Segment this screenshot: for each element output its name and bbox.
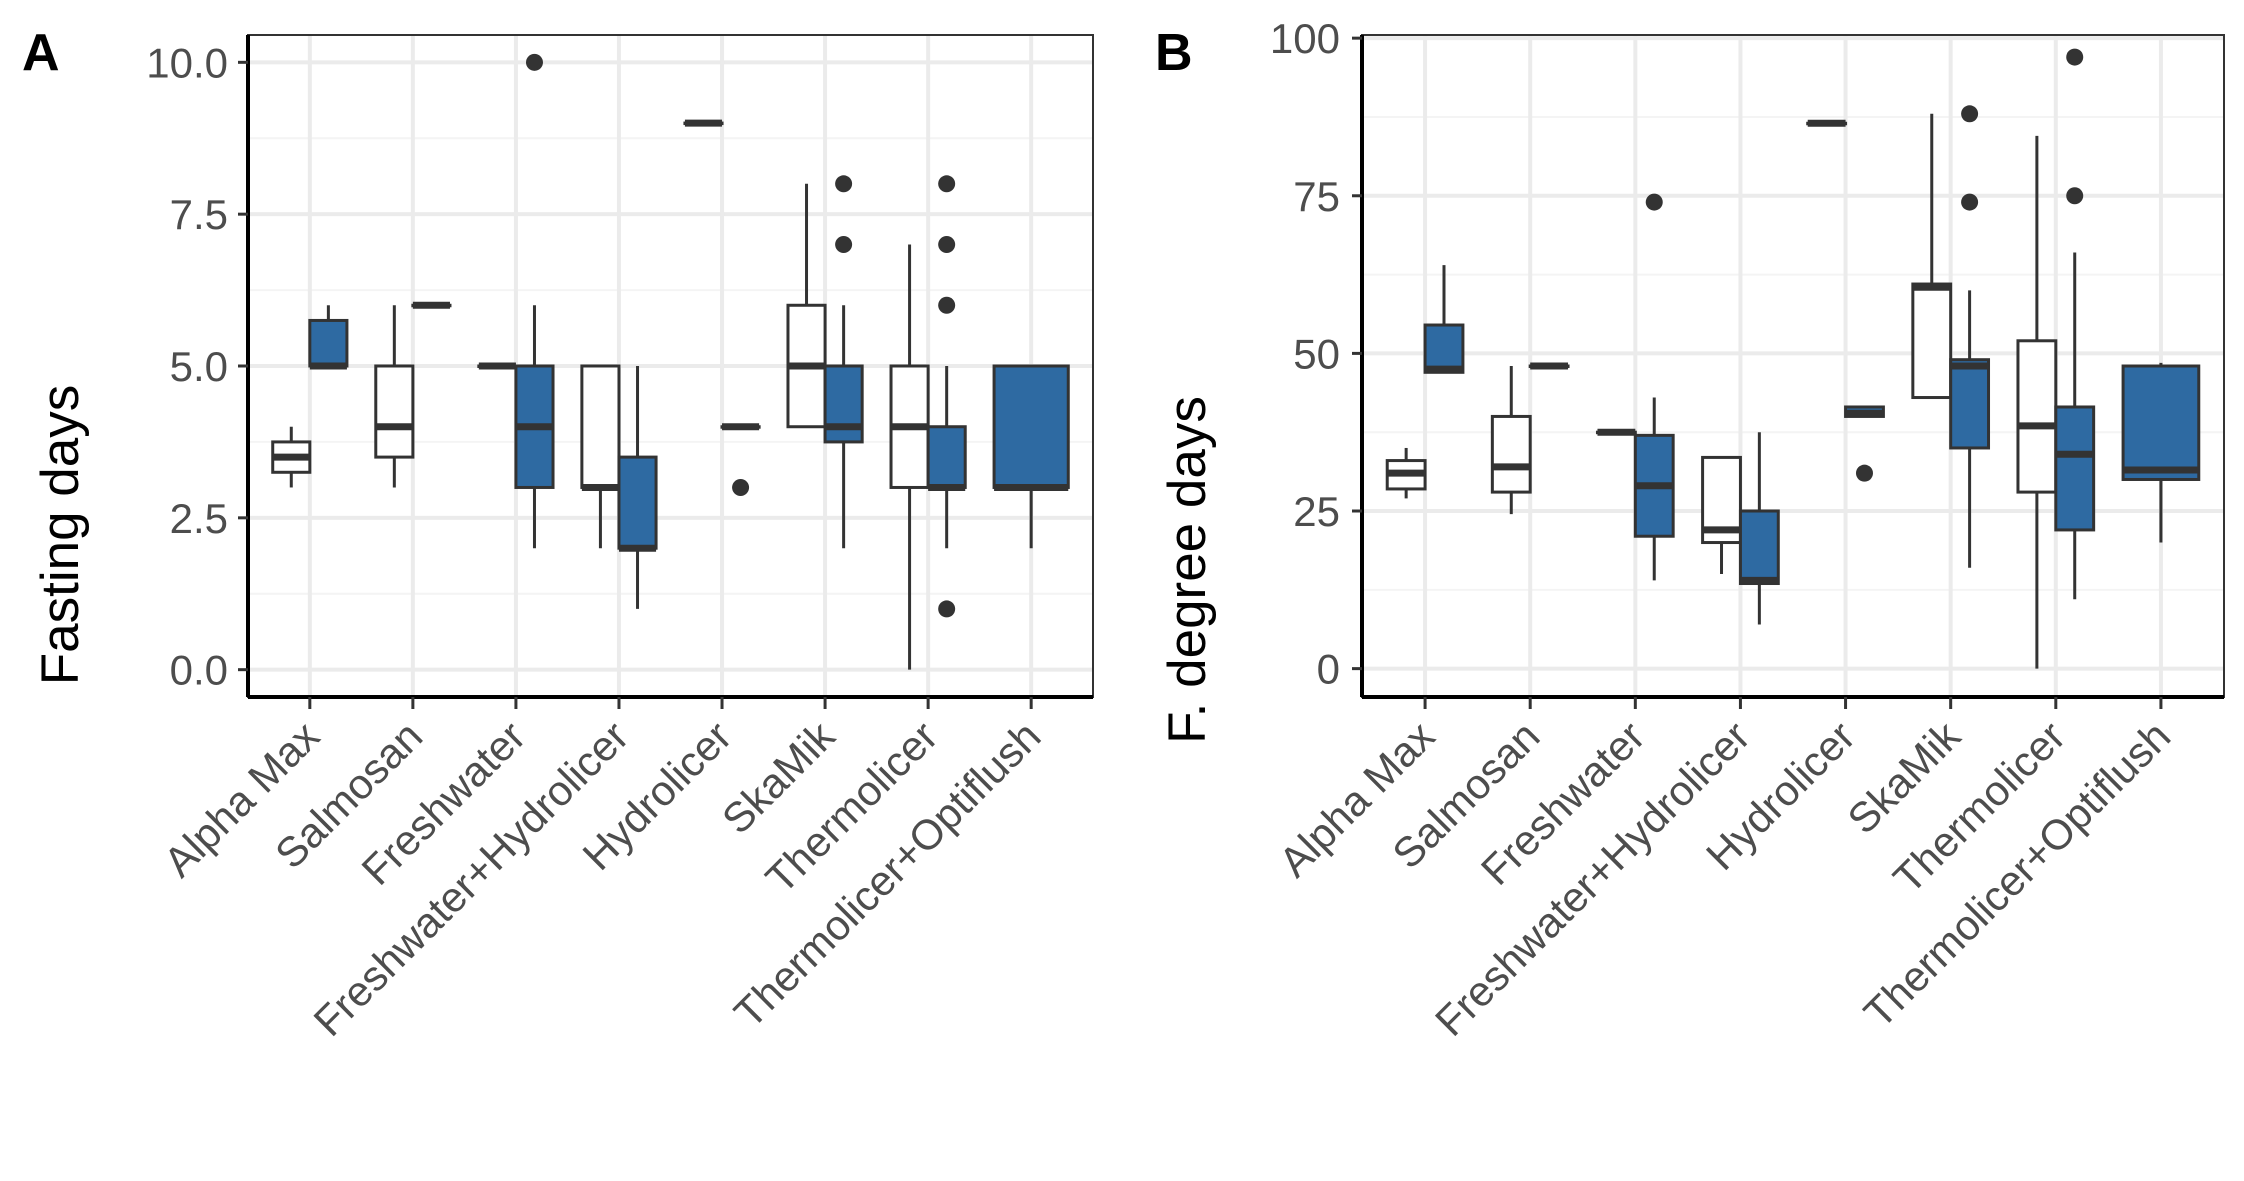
panel-b-box-salmosan-white (1490, 366, 1532, 515)
panel-a-box-freshwater-hydrolicer-white (580, 364, 621, 549)
panel-b: B F. degree days 0 25 50 75 100 Alpha MaxSal… (1155, 15, 2225, 1045)
box-body (580, 364, 621, 489)
panel-a-letter: A (22, 24, 60, 82)
outlier-point (938, 600, 956, 618)
outlier-point (1961, 105, 1979, 123)
panel-b-gridlines (1362, 35, 2224, 697)
panel-a-box-skamik-blue (823, 175, 864, 549)
panel-a-box-freshwater-hydrolicer-blue (617, 366, 658, 609)
box-body (1911, 282, 1953, 400)
box-body (308, 318, 349, 368)
panel-b-y-ticks: 0 25 50 75 100 (1270, 15, 1362, 693)
box-body (2121, 364, 2201, 481)
panel-b-box-freshwater-blue (1633, 193, 1675, 581)
panel-a-box-thermolicer-optiflush-blue (992, 364, 1070, 549)
outlier-point (732, 478, 750, 496)
panel-a-box-skamik-white (786, 183, 827, 429)
panel-b-box-freshwater-hydrolicer-blue (1738, 432, 1780, 625)
panel-a-box-salmosan-blue (411, 301, 452, 309)
panel-b-box-skamik-blue (1949, 105, 1991, 568)
box-body (374, 364, 415, 459)
panel-a-y-tick-label: 2.5 (170, 495, 228, 542)
box-body (1738, 509, 1780, 586)
panel-a-boxes (271, 53, 1070, 670)
panel-b-box-hydrolicer-blue (1844, 405, 1885, 482)
panel-a: A Fasting days 0.0 2.5 5.0 7.5 10.0 Alpha Ma… (22, 24, 1094, 1045)
outlier-point (1645, 193, 1663, 211)
outlier-point (1855, 464, 1873, 482)
panel-a-y-tick-label: 0.0 (170, 647, 228, 694)
box-body (926, 425, 967, 489)
outlier-point (2066, 187, 2084, 205)
panel-b-frame (1360, 34, 2225, 699)
box-body (1423, 323, 1465, 374)
panel-a-box-alpha-max-blue (308, 305, 349, 370)
panel-b-letter: B (1155, 24, 1193, 82)
panel-b-box-freshwater-hydrolicer-white (1701, 455, 1742, 575)
panel-a-box-hydrolicer-blue (720, 423, 761, 496)
panel-a-y-axis-title: Fasting days (31, 385, 90, 685)
box-body (823, 364, 864, 444)
box-body (992, 364, 1070, 489)
panel-b-y-tick-label: 0 (1317, 646, 1340, 693)
outlier-point (938, 296, 956, 314)
outlier-point (835, 236, 853, 254)
panel-a-y-tick-label: 7.5 (170, 191, 228, 238)
box-body (2054, 405, 2096, 532)
panel-a-y-tick-label: 10.0 (146, 39, 228, 86)
panel-b-box-alpha-max-blue (1423, 265, 1465, 374)
panel-a-box-freshwater-blue (514, 53, 555, 549)
outlier-point (525, 53, 543, 71)
panel-b-box-hydrolicer-white (1806, 119, 1848, 127)
panel-a-box-freshwater-white (477, 362, 518, 370)
panel-b-y-tick-label: 25 (1293, 488, 1340, 535)
panel-a-box-hydrolicer-white (683, 119, 724, 127)
panel-b-plot-background (1362, 35, 2224, 697)
panel-b-y-tick-label: 100 (1270, 15, 1340, 62)
panel-b-box-thermolicer-blue (2054, 48, 2096, 600)
panel-a-box-thermolicer-blue (926, 175, 967, 618)
panel-a-y-tick-label: 5.0 (170, 343, 228, 390)
outlier-point (938, 175, 956, 193)
panel-b-y-axis-title: F. degree days (1158, 396, 1217, 744)
panel-b-box-skamik-white (1911, 113, 1953, 400)
panel-a-box-alpha-max-white (271, 426, 312, 488)
outlier-point (938, 236, 956, 254)
outlier-point (2066, 48, 2084, 66)
panel-b-box-thermolicer-white (2016, 135, 2058, 669)
panel-b-box-freshwater-white (1595, 428, 1637, 436)
panel-b-x-ticks: Alpha MaxSalmosanFreshwaterFreshwater+Hy… (1270, 697, 2179, 1045)
outlier-point (1961, 193, 1979, 211)
panel-b-box-salmosan-blue (1528, 362, 1570, 370)
panel-b-y-tick-label: 50 (1293, 330, 1340, 377)
panel-a-y-ticks: 0.0 2.5 5.0 7.5 10.0 (146, 39, 248, 694)
box-body (1490, 414, 1532, 494)
panel-b-boxes (1385, 48, 2201, 669)
panel-a-box-thermolicer-white (889, 244, 930, 670)
outlier-point (835, 175, 853, 193)
panel-a-box-salmosan-white (374, 305, 415, 488)
panel-b-box-alpha-max-white (1385, 447, 1427, 499)
panel-b-y-tick-label: 75 (1293, 173, 1340, 220)
panel-b-box-thermolicer-optiflush-blue (2121, 362, 2201, 543)
box-body (2016, 339, 2058, 494)
box-body (617, 455, 658, 550)
box-body (1949, 358, 1991, 450)
panel-a-x-ticks: Alpha MaxSalmosanFreshwaterFreshwater+Hy… (155, 697, 1050, 1045)
